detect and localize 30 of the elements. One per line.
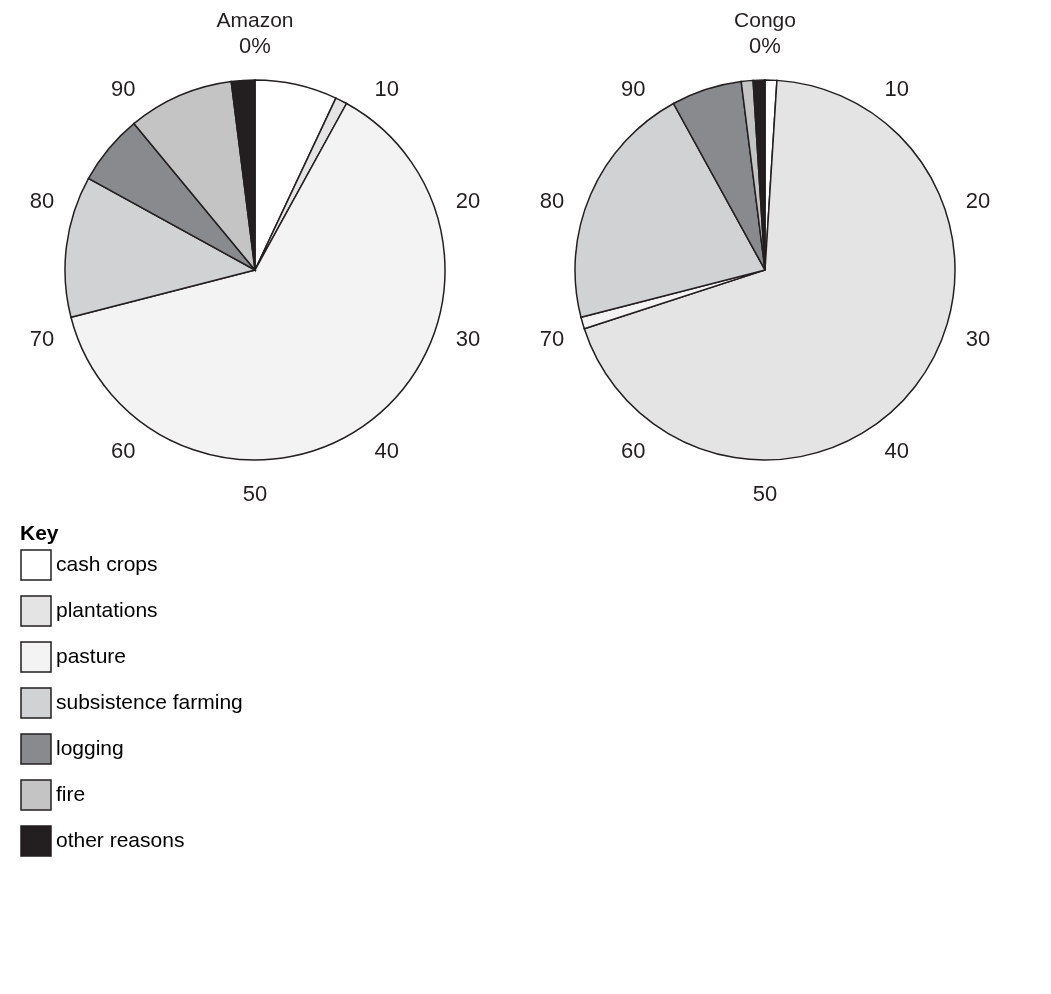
text: 30 xyxy=(965,326,991,352)
chart-title: Congo xyxy=(734,8,796,31)
text: 10 xyxy=(884,75,909,101)
text: 40 xyxy=(884,438,909,464)
legend-label: plantations xyxy=(56,598,158,621)
text: 20 xyxy=(455,187,481,213)
text: 10 xyxy=(374,75,399,101)
text: 80 xyxy=(29,187,55,213)
legend-label: fire xyxy=(56,782,86,805)
legend-label: cash crops xyxy=(56,552,158,575)
legend-label: subsistence farming xyxy=(56,690,243,713)
text: 30 xyxy=(455,326,481,352)
legend-label: other reasons xyxy=(56,828,185,851)
text: 0% xyxy=(239,33,271,58)
text: 50 xyxy=(242,481,268,506)
legend-title: Key xyxy=(20,521,59,544)
text: 60 xyxy=(621,438,646,464)
text: 60 xyxy=(111,438,136,464)
text: 70 xyxy=(539,326,565,352)
chart-title: Amazon xyxy=(216,8,294,31)
text: 40 xyxy=(374,438,399,464)
text: 80 xyxy=(539,187,565,213)
text: 90 xyxy=(621,75,646,101)
text: 20 xyxy=(965,187,991,213)
text: 0% xyxy=(749,33,781,58)
text: 90 xyxy=(111,75,136,101)
legend-label: pasture xyxy=(56,644,127,667)
text: 70 xyxy=(29,326,55,352)
text: 50 xyxy=(752,481,778,506)
legend-label: logging xyxy=(56,736,124,759)
